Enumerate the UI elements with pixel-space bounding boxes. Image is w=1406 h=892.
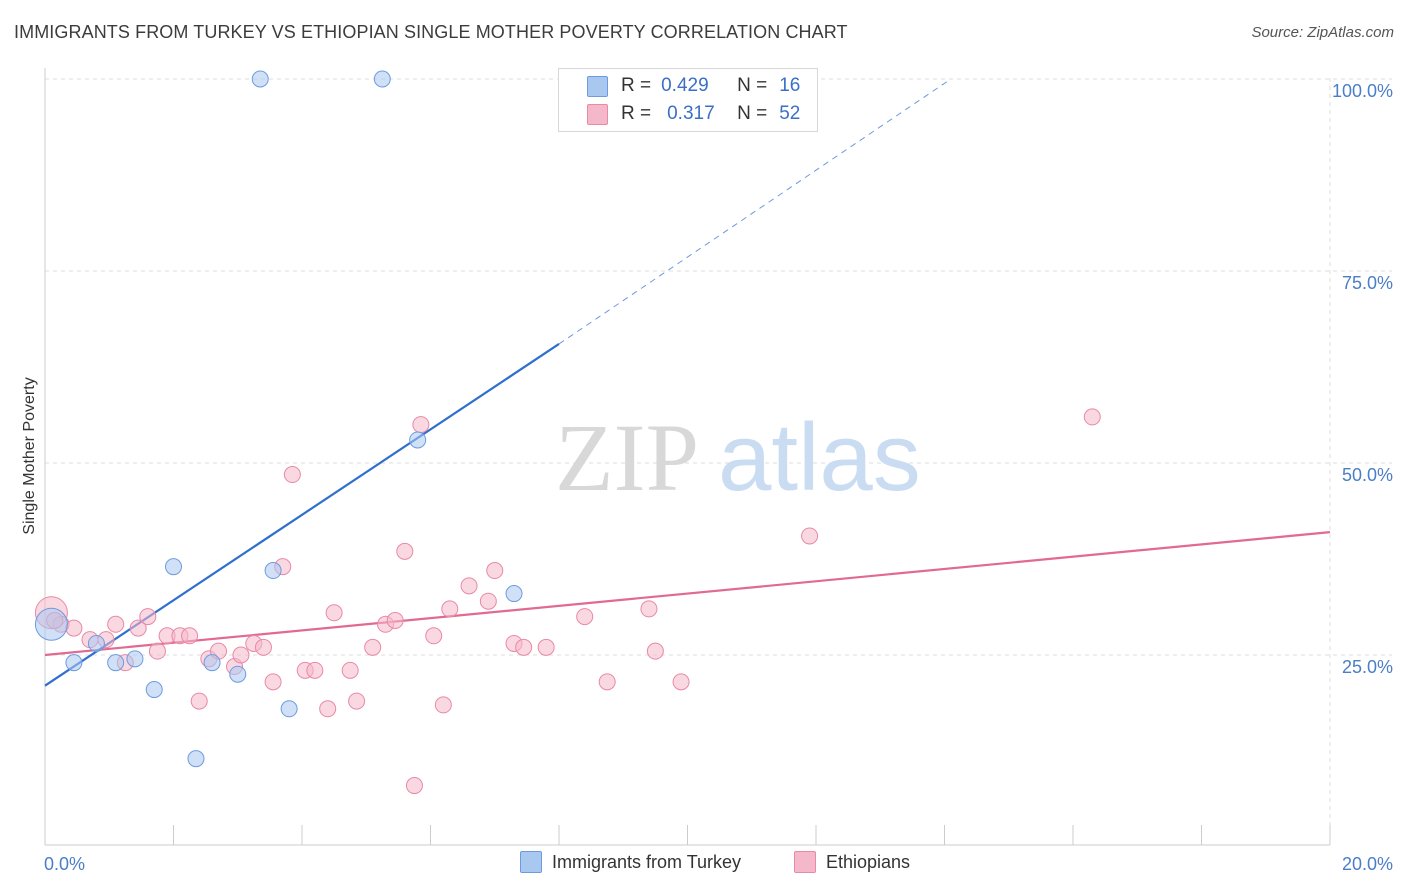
legend-swatch-turkey	[587, 76, 608, 97]
data-point	[348, 692, 366, 710]
data-point	[412, 416, 430, 434]
data-point	[801, 527, 819, 545]
data-point	[34, 607, 68, 641]
data-point	[486, 562, 504, 580]
legend-n-value: 52	[779, 103, 801, 124]
data-point	[434, 696, 452, 714]
data-point	[409, 431, 427, 449]
data-point	[460, 577, 478, 595]
data-point	[165, 558, 182, 576]
data-point	[129, 619, 147, 637]
data-point	[65, 654, 83, 672]
series-legend: Immigrants from Turkey Ethiopians	[0, 851, 1406, 879]
y-tick-label: 25.0%	[1342, 657, 1393, 677]
legend-r-value: 0.317	[667, 103, 715, 124]
watermark: ZIP atlas	[555, 404, 921, 511]
data-point	[232, 646, 250, 664]
data-point	[254, 638, 272, 656]
data-point	[126, 650, 144, 668]
series-label-ethiopians: Ethiopians	[826, 851, 911, 872]
chart-title: IMMIGRANTS FROM TURKEY VS ETHIOPIAN SING…	[14, 22, 848, 42]
data-point	[386, 611, 404, 629]
data-point	[598, 673, 616, 691]
data-point	[87, 634, 105, 652]
legend-swatch-ethiopians	[587, 104, 608, 125]
legend-r-value: 0.429	[661, 75, 709, 96]
data-point	[187, 750, 205, 768]
y-tick-label: 100.0%	[1332, 81, 1393, 101]
axis-layer	[44, 68, 1331, 846]
data-point	[576, 608, 594, 626]
data-point	[107, 615, 125, 633]
y-tick-label: 75.0%	[1342, 273, 1393, 293]
tick-layer: 25.0% 50.0% 75.0% 100.0% 0.0% 20.0%	[44, 81, 1393, 874]
watermark-zip: ZIP	[555, 404, 699, 511]
data-point	[280, 700, 298, 718]
data-point	[325, 604, 343, 622]
data-point	[264, 673, 282, 691]
data-point	[505, 585, 523, 603]
data-point	[396, 542, 414, 560]
data-point	[425, 627, 443, 645]
data-point	[672, 673, 690, 691]
stats-legend: R = 0.429 N = 16 R = 0.317 N = 52	[558, 68, 818, 132]
data-point	[479, 592, 497, 610]
data-point	[264, 562, 282, 580]
data-point	[139, 608, 157, 626]
series-legend-turkey: Immigrants from Turkey	[520, 851, 741, 873]
legend-r-label: R =	[621, 103, 652, 124]
y-axis-label: Single Mother Poverty	[21, 377, 38, 534]
data-point	[364, 638, 382, 656]
data-point	[203, 654, 221, 672]
trend-line	[44, 531, 1331, 657]
data-point	[373, 70, 391, 88]
data-point	[319, 700, 337, 718]
series-swatch-ethiopians	[794, 851, 816, 873]
trend-line	[44, 343, 560, 687]
trend-layer	[44, 78, 1331, 687]
data-point	[229, 665, 247, 683]
data-point	[646, 642, 664, 660]
x-tick-label: 0.0%	[44, 854, 85, 874]
data-point	[65, 619, 83, 637]
data-point	[515, 638, 533, 656]
data-point	[537, 638, 555, 656]
data-point	[107, 654, 125, 672]
data-point	[341, 661, 359, 679]
data-point	[190, 692, 208, 710]
series-label-turkey: Immigrants from Turkey	[552, 851, 742, 872]
data-point	[283, 466, 301, 484]
x-tick-label: 20.0%	[1342, 854, 1393, 874]
legend-row-turkey: R = 0.429 N = 16	[621, 74, 800, 98]
legend-n-value: 16	[779, 75, 801, 96]
source-label: Source: ZipAtlas.com	[1251, 24, 1394, 41]
data-point	[251, 70, 269, 88]
data-point	[441, 600, 459, 618]
data-point	[306, 661, 324, 679]
legend-n-label: N =	[737, 75, 768, 96]
points-layer	[34, 70, 1101, 795]
data-point	[148, 642, 166, 660]
data-point	[405, 777, 423, 795]
series-swatch-turkey	[520, 851, 542, 873]
legend-row-ethiopians: R = 0.317 N = 52	[621, 102, 800, 126]
series-legend-ethiopians: Ethiopians	[794, 851, 910, 873]
trend-line-extension	[558, 78, 952, 345]
legend-r-label: R =	[621, 75, 652, 96]
data-point	[145, 681, 163, 699]
grid-layer	[45, 78, 1392, 845]
legend-n-label: N =	[737, 103, 768, 124]
watermark-atlas: atlas	[718, 404, 921, 511]
y-tick-label: 50.0%	[1342, 465, 1393, 485]
data-point	[640, 600, 658, 618]
data-point	[181, 627, 199, 645]
data-point	[1083, 408, 1101, 426]
